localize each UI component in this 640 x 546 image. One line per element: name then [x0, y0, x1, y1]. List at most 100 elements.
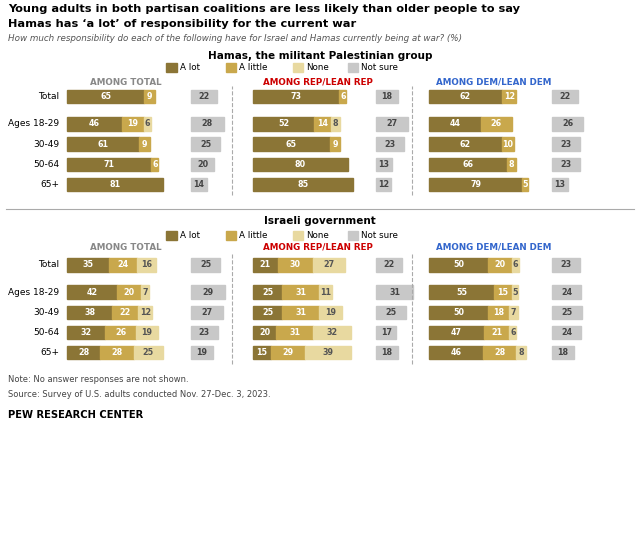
- Text: 73: 73: [291, 92, 301, 101]
- Text: 13: 13: [378, 160, 390, 169]
- FancyBboxPatch shape: [144, 117, 151, 130]
- Text: 28: 28: [494, 348, 506, 357]
- Text: 62: 62: [460, 92, 471, 101]
- FancyBboxPatch shape: [429, 326, 484, 339]
- Text: AMONG DEM/LEAN DEM: AMONG DEM/LEAN DEM: [436, 243, 552, 252]
- Text: 26: 26: [115, 328, 126, 337]
- FancyBboxPatch shape: [112, 306, 138, 319]
- FancyBboxPatch shape: [552, 346, 573, 359]
- Text: 21: 21: [492, 328, 502, 337]
- FancyBboxPatch shape: [305, 346, 351, 359]
- Text: 42: 42: [86, 288, 98, 296]
- FancyBboxPatch shape: [429, 90, 502, 103]
- Text: 55: 55: [456, 288, 467, 296]
- Text: 18: 18: [381, 348, 392, 357]
- Text: 6: 6: [340, 92, 346, 101]
- FancyBboxPatch shape: [134, 346, 163, 359]
- Text: 7: 7: [511, 308, 516, 317]
- FancyBboxPatch shape: [191, 346, 213, 359]
- FancyBboxPatch shape: [348, 231, 358, 240]
- FancyBboxPatch shape: [429, 258, 488, 271]
- Text: 18: 18: [557, 348, 568, 357]
- Text: 13: 13: [554, 180, 566, 189]
- FancyBboxPatch shape: [314, 117, 331, 130]
- FancyBboxPatch shape: [191, 117, 224, 130]
- FancyBboxPatch shape: [137, 258, 156, 271]
- Text: 12: 12: [378, 180, 389, 189]
- Text: 18: 18: [381, 92, 392, 101]
- FancyBboxPatch shape: [376, 90, 397, 103]
- Text: A little: A little: [239, 231, 268, 240]
- Text: 30: 30: [290, 260, 301, 269]
- FancyBboxPatch shape: [67, 306, 112, 319]
- Text: 24: 24: [561, 328, 572, 337]
- FancyBboxPatch shape: [191, 178, 207, 191]
- FancyBboxPatch shape: [191, 286, 225, 299]
- Text: 8: 8: [509, 160, 515, 169]
- FancyBboxPatch shape: [100, 346, 134, 359]
- FancyBboxPatch shape: [271, 346, 305, 359]
- FancyBboxPatch shape: [67, 346, 100, 359]
- Text: 8: 8: [333, 120, 339, 128]
- FancyBboxPatch shape: [488, 258, 512, 271]
- FancyBboxPatch shape: [494, 286, 512, 299]
- Text: 47: 47: [451, 328, 462, 337]
- Text: Young adults in both partisan coalitions are less likely than older people to sa: Young adults in both partisan coalitions…: [8, 4, 520, 14]
- Text: 23: 23: [561, 260, 572, 269]
- Text: 31: 31: [289, 328, 300, 337]
- Text: 25: 25: [200, 260, 211, 269]
- Text: None: None: [307, 231, 330, 240]
- FancyBboxPatch shape: [339, 90, 346, 103]
- Text: 18: 18: [493, 308, 504, 317]
- Text: 23: 23: [199, 328, 210, 337]
- FancyBboxPatch shape: [552, 306, 582, 319]
- Text: 39: 39: [323, 348, 333, 357]
- Text: 28: 28: [202, 120, 213, 128]
- FancyBboxPatch shape: [376, 258, 403, 271]
- FancyBboxPatch shape: [67, 117, 122, 130]
- Text: 21: 21: [260, 260, 271, 269]
- Text: 19: 19: [141, 328, 152, 337]
- Text: 50: 50: [453, 260, 464, 269]
- FancyBboxPatch shape: [552, 90, 579, 103]
- FancyBboxPatch shape: [319, 286, 332, 299]
- Text: Total: Total: [38, 260, 60, 269]
- FancyBboxPatch shape: [502, 138, 514, 151]
- FancyBboxPatch shape: [226, 63, 236, 72]
- FancyBboxPatch shape: [429, 306, 488, 319]
- FancyBboxPatch shape: [105, 326, 136, 339]
- FancyBboxPatch shape: [481, 117, 512, 130]
- Text: 65+: 65+: [40, 348, 60, 357]
- FancyBboxPatch shape: [429, 346, 483, 359]
- Text: 22: 22: [560, 92, 571, 101]
- Text: 26: 26: [562, 120, 573, 128]
- FancyBboxPatch shape: [376, 306, 406, 319]
- Text: AMONG TOTAL: AMONG TOTAL: [90, 243, 162, 252]
- Text: 46: 46: [451, 348, 461, 357]
- FancyBboxPatch shape: [552, 178, 568, 191]
- Text: AMONG DEM/LEAN DEM: AMONG DEM/LEAN DEM: [436, 78, 552, 86]
- Text: Ages 18-29: Ages 18-29: [8, 120, 60, 128]
- Text: 14: 14: [193, 180, 205, 189]
- Text: 44: 44: [449, 120, 460, 128]
- Text: Total: Total: [38, 92, 60, 101]
- Text: 31: 31: [389, 288, 400, 296]
- FancyBboxPatch shape: [109, 258, 137, 271]
- Text: 12: 12: [140, 308, 151, 317]
- Text: 65: 65: [100, 92, 111, 101]
- FancyBboxPatch shape: [293, 231, 303, 240]
- Text: 25: 25: [143, 348, 154, 357]
- Text: 23: 23: [561, 140, 572, 149]
- Text: 32: 32: [326, 328, 338, 337]
- FancyBboxPatch shape: [376, 346, 397, 359]
- FancyBboxPatch shape: [313, 326, 351, 339]
- Text: 5: 5: [512, 288, 517, 296]
- FancyBboxPatch shape: [376, 138, 404, 151]
- FancyBboxPatch shape: [253, 286, 282, 299]
- Text: 66: 66: [462, 160, 474, 169]
- Text: 22: 22: [384, 260, 395, 269]
- FancyBboxPatch shape: [253, 90, 339, 103]
- Text: 28: 28: [78, 348, 90, 357]
- FancyBboxPatch shape: [484, 326, 509, 339]
- Text: 16: 16: [141, 260, 152, 269]
